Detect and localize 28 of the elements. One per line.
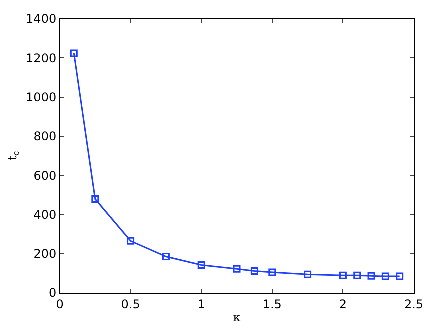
y-tick-label: 1000 [26, 90, 57, 104]
point [339, 272, 347, 280]
point [233, 265, 241, 273]
point [92, 196, 100, 203]
point [268, 268, 276, 276]
point [250, 268, 258, 276]
point [70, 50, 78, 58]
x-tick-label: 2 [339, 297, 348, 312]
point [354, 272, 362, 280]
y-tick-label: 800 [34, 130, 57, 144]
point [198, 261, 206, 269]
point [382, 272, 390, 280]
x-tick-label: 1 [198, 297, 206, 312]
y-tick-label: 400 [34, 208, 57, 222]
point [368, 272, 376, 280]
y-tick-label: 600 [34, 168, 57, 183]
x-tick-label: 1.5 [262, 297, 282, 312]
x-tick-label: 0.5 [121, 297, 140, 312]
y-tick-label: 1200 [26, 51, 57, 66]
x-tick-label: 2.5 [404, 297, 424, 312]
point [162, 253, 170, 261]
y-tick-label: 0 [48, 286, 57, 300]
y-tick-label: 200 [34, 247, 57, 262]
point [396, 272, 404, 280]
point [127, 237, 135, 245]
x-axis-title: κ [233, 310, 242, 324]
y-tick-label: 1400 [26, 12, 57, 26]
point [304, 270, 312, 278]
